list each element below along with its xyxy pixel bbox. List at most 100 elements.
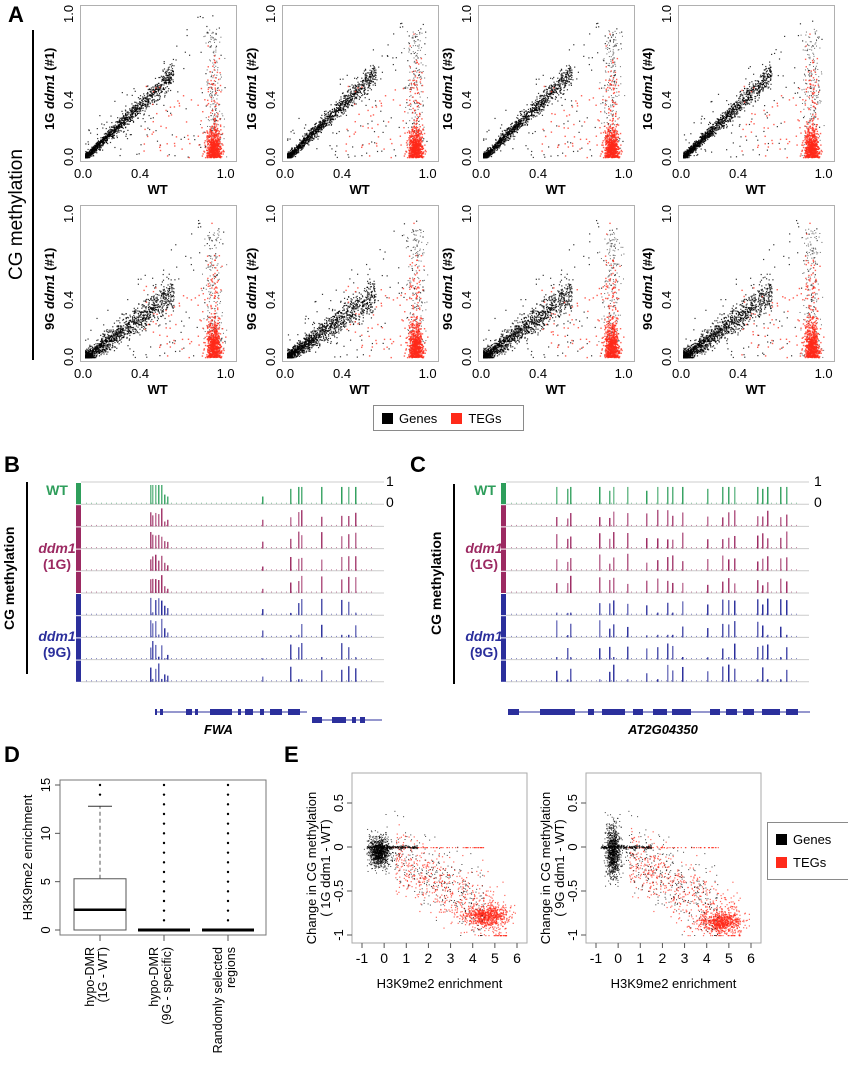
background-signal	[581, 502, 582, 504]
methylation-peak	[672, 582, 674, 593]
background-signal	[696, 502, 697, 504]
background-signal	[316, 569, 317, 571]
exon-block	[540, 709, 575, 715]
background-signal	[356, 613, 357, 615]
background-signal	[511, 569, 512, 571]
methylation-peak	[672, 645, 674, 660]
methylation-peak	[667, 664, 669, 682]
background-signal	[606, 658, 607, 660]
methylation-peak	[301, 643, 303, 660]
background-signal	[551, 658, 552, 660]
category-label: regions	[224, 947, 238, 988]
methylation-peak	[599, 648, 601, 660]
methylation-peak	[150, 512, 152, 527]
background-signal	[366, 658, 367, 660]
x-tick-label: 1.0	[815, 366, 833, 381]
background-signal	[131, 680, 132, 682]
exon-block	[508, 709, 519, 715]
background-signal	[106, 569, 107, 571]
methylation-peak	[722, 555, 724, 571]
background-signal	[611, 502, 612, 504]
background-signal	[771, 569, 772, 571]
methylation-peak	[734, 583, 736, 593]
background-signal	[106, 658, 107, 660]
background-signal	[166, 680, 167, 682]
background-signal	[216, 591, 217, 593]
background-signal	[141, 635, 142, 637]
background-signal	[346, 635, 347, 637]
methylation-peak	[570, 513, 572, 527]
background-signal	[556, 524, 557, 526]
background-signal	[206, 591, 207, 593]
background-signal	[111, 635, 112, 637]
background-signal	[621, 613, 622, 615]
methylation-peak	[164, 628, 166, 638]
panel-b-ddm1-1g-gene: ddm1	[33, 540, 81, 556]
track-ddm1-9g-2	[76, 616, 384, 638]
methylation-peak	[348, 647, 350, 660]
background-signal	[91, 680, 92, 682]
background-signal	[246, 613, 247, 615]
background-signal	[661, 658, 662, 660]
methylation-peak	[599, 533, 601, 549]
background-signal	[691, 502, 692, 504]
methylation-peak	[164, 541, 166, 549]
background-signal	[356, 591, 357, 593]
methylation-peak	[152, 485, 154, 505]
methylation-peak	[301, 510, 303, 527]
methylation-peak	[780, 558, 782, 571]
background-signal	[716, 635, 717, 637]
background-signal	[531, 502, 532, 504]
methylation-peak	[767, 598, 769, 616]
background-signal	[371, 502, 372, 504]
methylation-peak	[567, 679, 569, 682]
methylation-peak	[682, 657, 684, 660]
background-signal	[696, 569, 697, 571]
x-tick-label: 3	[681, 950, 689, 966]
outlier-point	[162, 832, 166, 835]
background-signal	[121, 569, 122, 571]
background-signal	[576, 591, 577, 593]
background-signal	[781, 547, 782, 549]
background-signal	[276, 524, 277, 526]
background-signal	[116, 635, 117, 637]
y-tick-label: 15	[38, 778, 53, 792]
background-signal	[181, 591, 182, 593]
background-signal	[696, 658, 697, 660]
background-signal	[626, 569, 627, 571]
background-signal	[551, 502, 552, 504]
exon-block	[633, 709, 643, 715]
x-tick-label: 0.4	[529, 366, 547, 381]
background-signal	[736, 613, 737, 615]
background-signal	[536, 658, 537, 660]
tegs-points	[345, 33, 427, 159]
background-signal	[626, 591, 627, 593]
background-signal	[766, 524, 767, 526]
methylation-peak	[262, 676, 264, 682]
methylation-peak	[757, 486, 759, 505]
methylation-peak	[348, 634, 350, 638]
panel-c-ddm1-9g-label: ddm1 (9G)	[460, 628, 508, 660]
background-signal	[736, 502, 737, 504]
background-signal	[336, 569, 337, 571]
background-signal	[691, 658, 692, 660]
background-signal	[651, 524, 652, 526]
x-tick-label: 0.0	[74, 366, 92, 381]
background-signal	[226, 680, 227, 682]
methylation-peak	[348, 666, 350, 682]
background-signal	[586, 502, 587, 504]
background-signal	[656, 569, 657, 571]
x-tick-label: 1	[402, 950, 410, 966]
background-signal	[541, 547, 542, 549]
methylation-peak	[780, 679, 782, 682]
background-signal	[206, 613, 207, 615]
background-signal	[696, 547, 697, 549]
background-signal	[331, 613, 332, 615]
background-signal	[631, 635, 632, 637]
background-signal	[116, 680, 117, 682]
background-signal	[666, 591, 667, 593]
background-signal	[141, 658, 142, 660]
background-signal	[661, 635, 662, 637]
methylation-peak	[164, 586, 166, 593]
methylation-peak	[657, 538, 659, 549]
